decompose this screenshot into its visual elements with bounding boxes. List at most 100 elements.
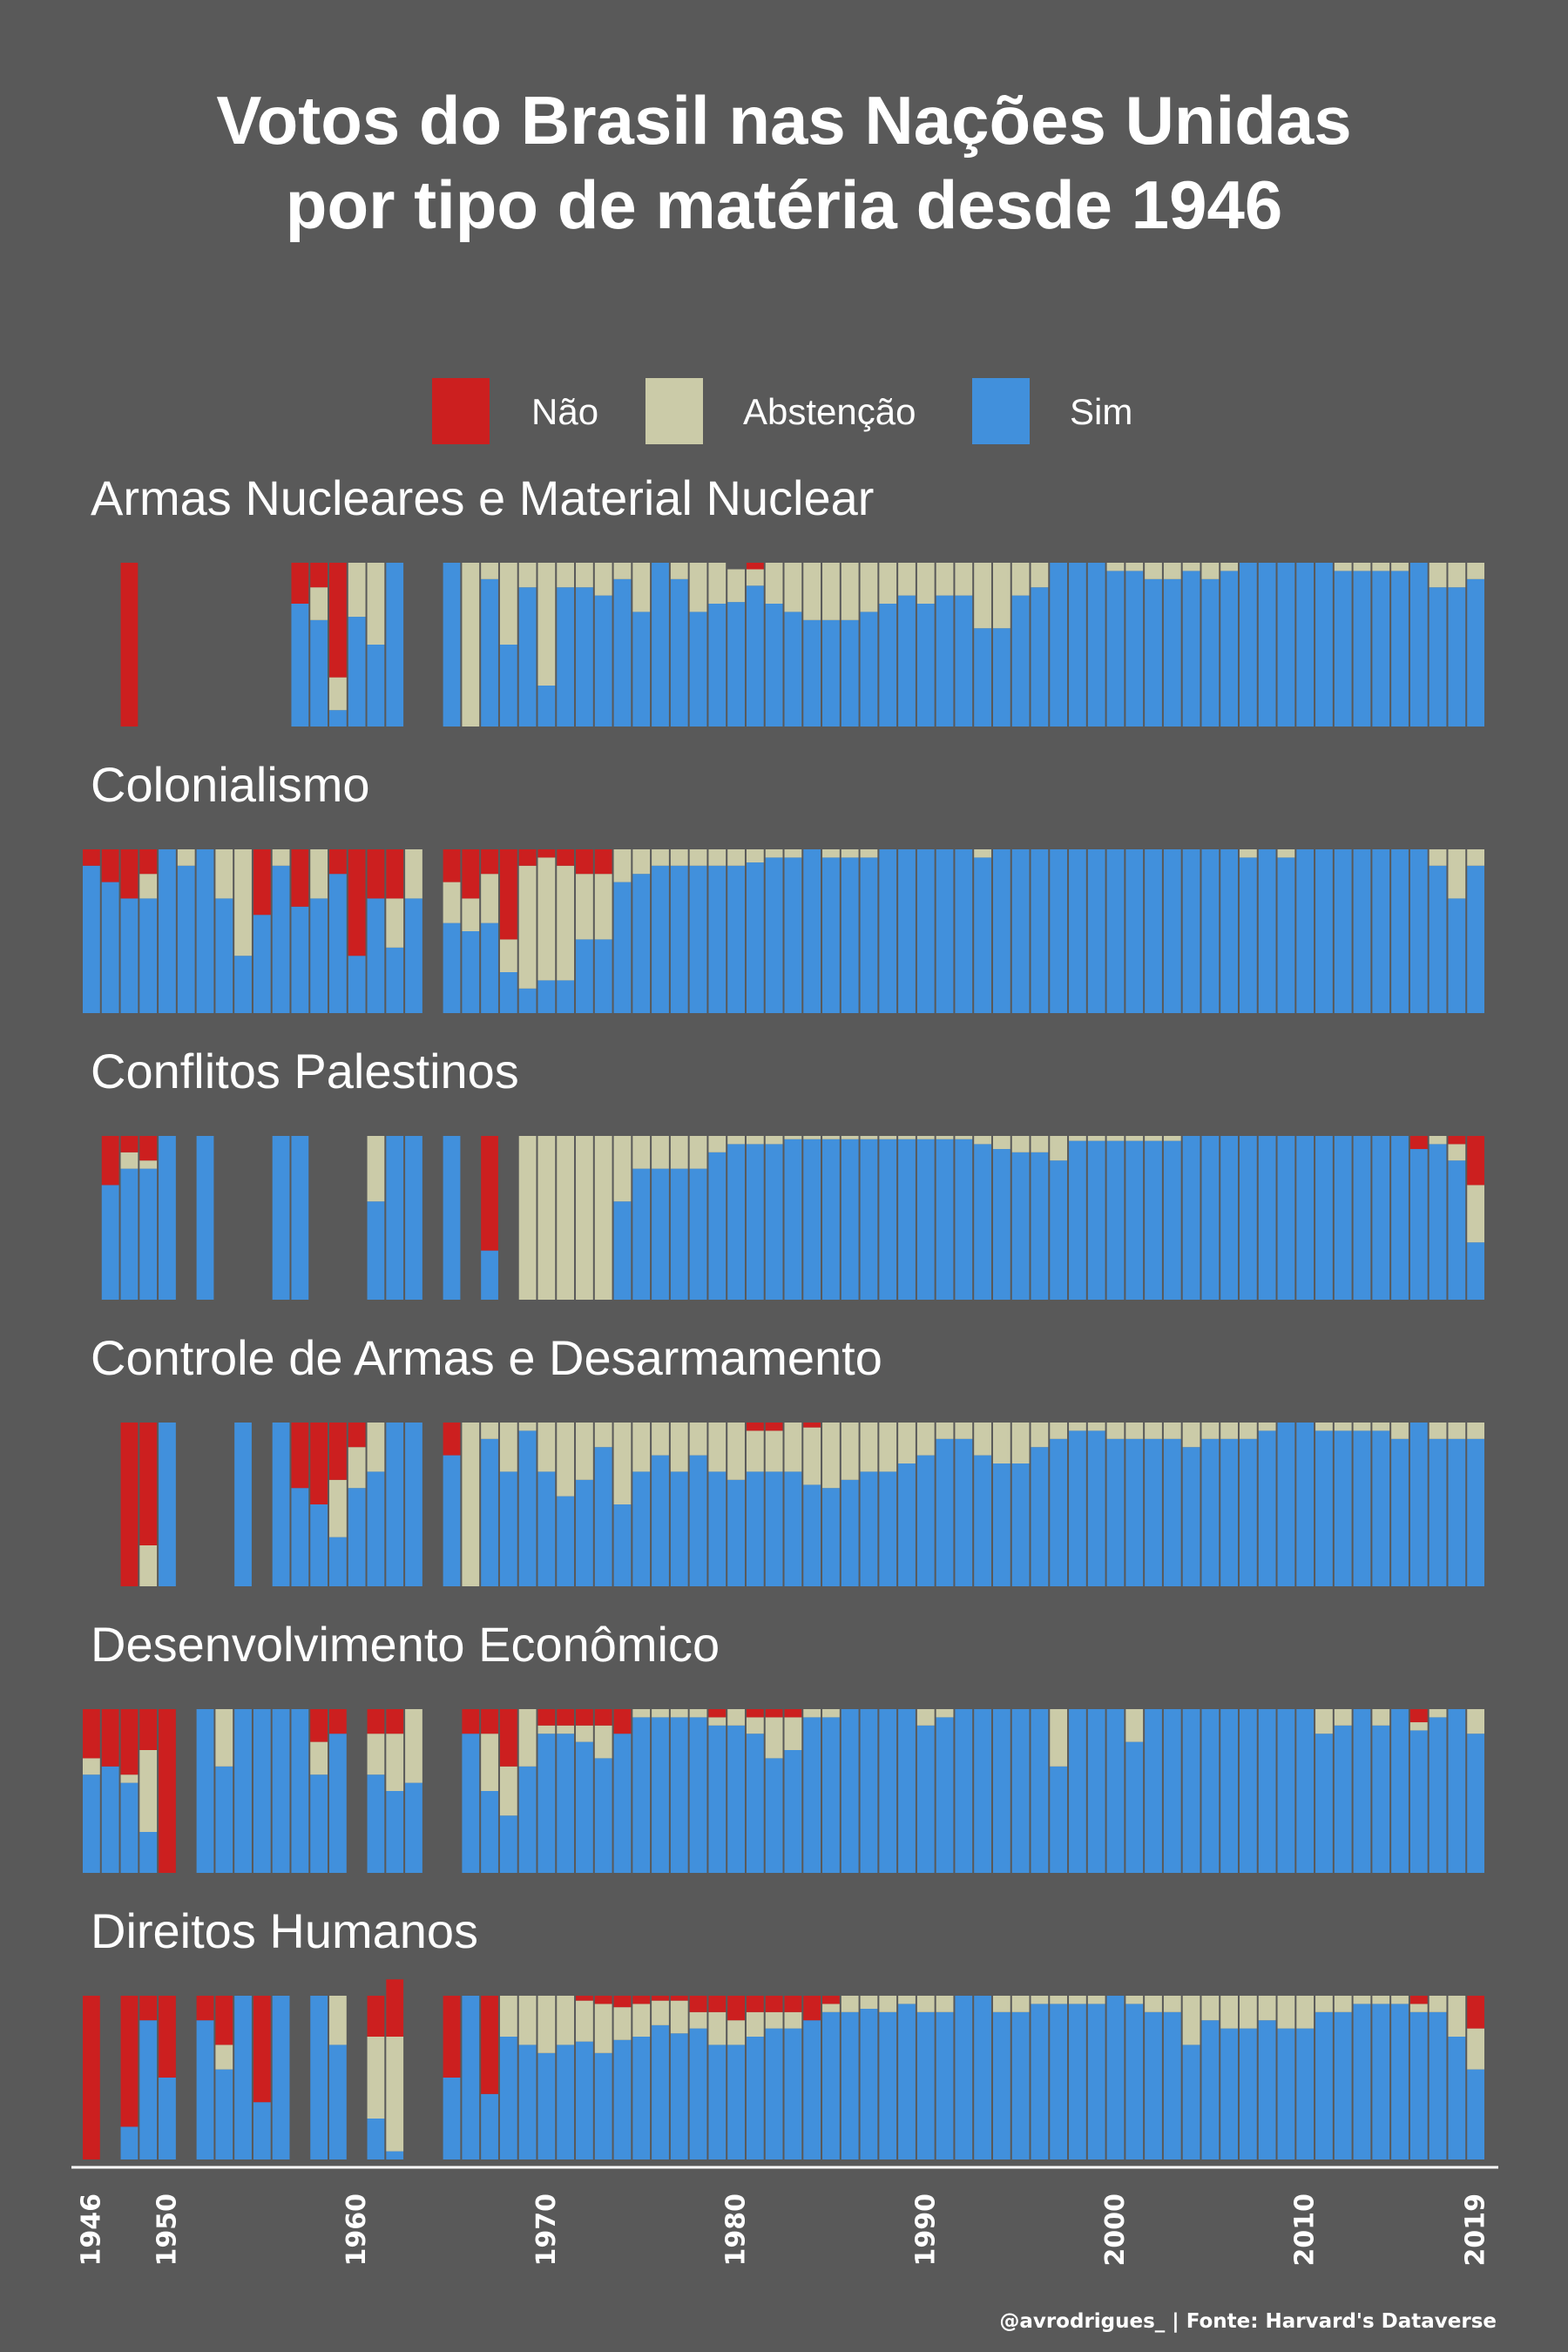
bar-conflitos-palestinos-2001-abstencao (1125, 1136, 1144, 1141)
bar-direitos-humanos-1984-sim (803, 2020, 821, 2159)
bar-desenvolvimento-economico-1993-sim (974, 1709, 991, 1873)
bar-desenvolvimento-economico-1999-sim (1087, 1709, 1105, 1873)
bar-desenvolvimento-economico-2011-abstencao (1315, 1709, 1333, 1734)
bar-desenvolvimento-economico-1988-sim (879, 1709, 897, 1873)
bar-armas-nucleares-e-material-nuclear-2014-sim (1372, 571, 1390, 727)
bar-colonialismo-1994-sim (992, 849, 1010, 1013)
bar-colonialismo-1967-sim (481, 923, 498, 1013)
chart-title-line1: Votos do Brasil nas Nações Unidas (216, 82, 1351, 159)
bar-colonialismo-1993-abstencao (974, 849, 991, 858)
bar-controle-de-armas-e-desarmamento-1981-abstencao (746, 1430, 764, 1472)
bar-controle-de-armas-e-desarmamento-1986-sim (841, 1479, 859, 1586)
bar-desenvolvimento-economico-1984-sim (803, 1717, 821, 1873)
bar-direitos-humanos-1975-nao (632, 1996, 651, 2004)
bar-conflitos-palestinos-1949-sim (139, 1168, 158, 1300)
bar-desenvolvimento-economico-2015-sim (1391, 1709, 1409, 1873)
bar-desenvolvimento-economico-1982-sim (765, 1758, 783, 1873)
bar-conflitos-palestinos-1976-sim (652, 1168, 669, 1300)
bar-colonialismo-1980-abstencao (727, 849, 745, 866)
bar-controle-de-armas-e-desarmamento-2005-abstencao (1201, 1423, 1220, 1439)
bar-direitos-humanos-2012-abstencao (1334, 1996, 1352, 2012)
bar-controle-de-armas-e-desarmamento-2002-sim (1145, 1438, 1162, 1586)
bar-colonialismo-2019-abstencao (1467, 849, 1484, 866)
bar-controle-de-armas-e-desarmamento-2015-abstencao (1391, 1423, 1409, 1439)
bar-armas-nucleares-e-material-nuclear-1970-abstencao (537, 563, 556, 686)
bar-conflitos-palestinos-1985-sim (822, 1139, 840, 1300)
bar-direitos-humanos-1972-sim (576, 2041, 593, 2159)
bar-armas-nucleares-e-material-nuclear-2010-sim (1296, 563, 1315, 727)
bar-armas-nucleares-e-material-nuclear-1985-sim (822, 619, 840, 727)
bar-direitos-humanos-1972-nao (576, 1996, 593, 2001)
bar-conflitos-palestinos-1963-sim (405, 1136, 422, 1300)
bar-desenvolvimento-economico-1978-abstencao (689, 1709, 707, 1718)
bar-desenvolvimento-economico-2006-sim (1220, 1709, 1238, 1873)
bar-controle-de-armas-e-desarmamento-1984-nao (803, 1423, 821, 1428)
bar-armas-nucleares-e-material-nuclear-1970-sim (537, 686, 556, 727)
bar-conflitos-palestinos-1976-abstencao (652, 1136, 669, 1169)
bar-controle-de-armas-e-desarmamento-2010-sim (1296, 1423, 1315, 1586)
bar-colonialismo-1969-abstencao (518, 865, 537, 989)
bar-armas-nucleares-e-material-nuclear-1971-sim (557, 587, 575, 727)
panel-title-controle-de-armas-e-desarmamento: Controle de Armas e Desarmamento (91, 1330, 882, 1385)
bar-conflitos-palestinos-2018-abstencao (1448, 1144, 1466, 1161)
bar-controle-de-armas-e-desarmamento-1949-abstencao (139, 1545, 158, 1586)
bar-controle-de-armas-e-desarmamento-1997-sim (1050, 1438, 1068, 1586)
bar-desenvolvimento-economico-1970-abstencao (537, 1725, 556, 1734)
bar-conflitos-palestinos-1994-abstencao (992, 1136, 1010, 1150)
bar-controle-de-armas-e-desarmamento-1957-sim (291, 1488, 309, 1586)
bar-controle-de-armas-e-desarmamento-2019-abstencao (1467, 1423, 1484, 1439)
bar-controle-de-armas-e-desarmamento-1950-sim (159, 1423, 176, 1586)
bar-colonialismo-1957-sim (291, 906, 309, 1013)
bar-armas-nucleares-e-material-nuclear-2016-sim (1409, 563, 1428, 727)
bar-colonialismo-1971-sim (557, 980, 575, 1013)
bar-controle-de-armas-e-desarmamento-2000-sim (1106, 1438, 1125, 1586)
bar-conflitos-palestinos-1997-sim (1050, 1160, 1068, 1300)
bar-colonialismo-1972-nao (576, 849, 593, 875)
bar-controle-de-armas-e-desarmamento-1988-sim (879, 1471, 897, 1586)
bar-armas-nucleares-e-material-nuclear-1960-sim (348, 617, 366, 727)
bar-conflitos-palestinos-1982-abstencao (765, 1136, 783, 1145)
bar-desenvolvimento-economico-1976-sim (652, 1717, 669, 1873)
bar-colonialismo-1951-abstencao (177, 849, 195, 866)
x-tick-label-2010: 2010 (1290, 2193, 1321, 2267)
bar-direitos-humanos-1974-sim (613, 2039, 632, 2159)
bar-conflitos-palestinos-1980-abstencao (727, 1136, 745, 1145)
bar-conflitos-palestinos-1990-sim (916, 1139, 935, 1300)
bar-direitos-humanos-1973-abstencao (594, 2004, 612, 2053)
bar-direitos-humanos-2001-sim (1125, 2004, 1144, 2159)
bar-colonialismo-1990-sim (916, 849, 935, 1013)
bar-controle-de-armas-e-desarmamento-1956-sim (272, 1423, 290, 1586)
bar-desenvolvimento-economico-1978-sim (689, 1717, 707, 1873)
bar-armas-nucleares-e-material-nuclear-1987-sim (860, 612, 878, 727)
bar-controle-de-armas-e-desarmamento-1965-nao (443, 1423, 461, 1456)
bar-direitos-humanos-2006-sim (1220, 2028, 1238, 2159)
bar-direitos-humanos-2002-abstencao (1145, 1996, 1162, 2012)
bar-direitos-humanos-1961-sim (367, 2119, 385, 2159)
bar-direitos-humanos-1974-nao (613, 1996, 632, 2008)
bar-direitos-humanos-2015-sim (1391, 2004, 1409, 2159)
bar-desenvolvimento-economico-2009-sim (1277, 1709, 1295, 1873)
bar-conflitos-palestinos-1982-sim (765, 1144, 783, 1300)
source-caption: @avrodrigues_ | Fonte: Harvard's Dataver… (999, 2310, 1497, 2333)
bar-colonialismo-1958-abstencao (310, 849, 328, 899)
bar-direitos-humanos-2000-sim (1106, 1996, 1125, 2159)
bar-colonialismo-2010-sim (1296, 849, 1315, 1013)
bar-direitos-humanos-1983-sim (784, 2028, 802, 2159)
bar-colonialismo-1959-nao (329, 849, 347, 875)
bar-direitos-humanos-1970-sim (537, 2052, 556, 2159)
bar-conflitos-palestinos-2003-sim (1163, 1140, 1181, 1300)
bar-armas-nucleares-e-material-nuclear-1972-sim (576, 587, 593, 727)
bar-desenvolvimento-economico-1985-sim (822, 1717, 840, 1873)
bar-colonialismo-1973-abstencao (594, 874, 612, 940)
bar-direitos-humanos-1961-abstencao (367, 2037, 385, 2119)
bar-desenvolvimento-economico-1957-sim (291, 1709, 309, 1873)
bar-controle-de-armas-e-desarmamento-2014-sim (1372, 1430, 1390, 1586)
bar-colonialismo-2018-abstencao (1448, 849, 1466, 899)
bar-controle-de-armas-e-desarmamento-1991-abstencao (936, 1423, 954, 1439)
bar-armas-nucleares-e-material-nuclear-1958-nao (310, 563, 328, 588)
bar-direitos-humanos-2007-sim (1239, 2028, 1257, 2159)
bar-conflitos-palestinos-1987-sim (860, 1139, 878, 1300)
bar-direitos-humanos-1990-abstencao (916, 1996, 935, 2012)
bar-controle-de-armas-e-desarmamento-1998-sim (1069, 1430, 1086, 1586)
bar-direitos-humanos-2017-sim (1429, 2011, 1447, 2159)
